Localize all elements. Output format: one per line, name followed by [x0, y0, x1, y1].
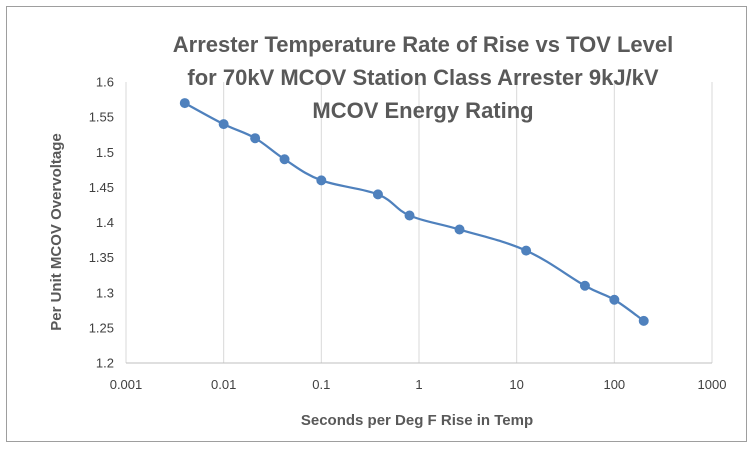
chart-frame: [6, 6, 747, 442]
data-point: [454, 224, 465, 235]
x-tick-label: 0.001: [110, 377, 143, 392]
x-tick-label: 100: [603, 377, 625, 392]
data-point: [404, 210, 415, 221]
data-point: [521, 245, 532, 256]
y-tick-label: 1.2: [96, 356, 114, 371]
data-point: [372, 189, 383, 200]
x-tick-label: 1000: [698, 377, 727, 392]
data-point: [218, 119, 229, 130]
x-tick-label: 1: [415, 377, 422, 392]
y-tick-label: 1.55: [89, 110, 114, 125]
data-point: [279, 154, 290, 165]
x-axis-title: Seconds per Deg F Rise in Temp: [301, 412, 533, 429]
chart-title-line-1: Arrester Temperature Rate of Rise vs TOV…: [173, 32, 674, 57]
grid-layer: [125, 82, 713, 363]
y-tick-label: 1.35: [89, 250, 114, 265]
data-point: [609, 294, 620, 305]
data-point: [250, 133, 261, 144]
series-layer: [179, 98, 649, 326]
axis-layer: 0.001 0.01 0.1 1 10 100 1000 1.2 1.25 1.3 1.35 1.4 1…: [89, 75, 727, 393]
x-tick-label: 0.1: [312, 377, 330, 392]
x-tick-label: 0.01: [211, 377, 236, 392]
data-point: [316, 175, 327, 186]
x-tick-label: 10: [509, 377, 523, 392]
y-axis-title: Per Unit MCOV Overvoltage: [48, 133, 65, 331]
title-layer: Arrester Temperature Rate of Rise vs TOV…: [173, 32, 674, 123]
chart-title-line-2: for 70kV MCOV Station Class Arrester 9kJ…: [187, 65, 658, 90]
y-tick-label: 1.25: [89, 320, 114, 335]
chart-title-line-3: MCOV Energy Rating: [312, 98, 533, 123]
y-tick-label: 1.3: [96, 285, 114, 300]
y-tick-label: 1.6: [96, 75, 114, 90]
y-tick-label: 1.4: [96, 215, 114, 230]
data-point: [179, 98, 190, 109]
y-tick-label: 1.5: [96, 145, 114, 160]
data-point: [579, 280, 590, 291]
data-point: [638, 315, 649, 326]
y-tick-label: 1.45: [89, 180, 114, 195]
